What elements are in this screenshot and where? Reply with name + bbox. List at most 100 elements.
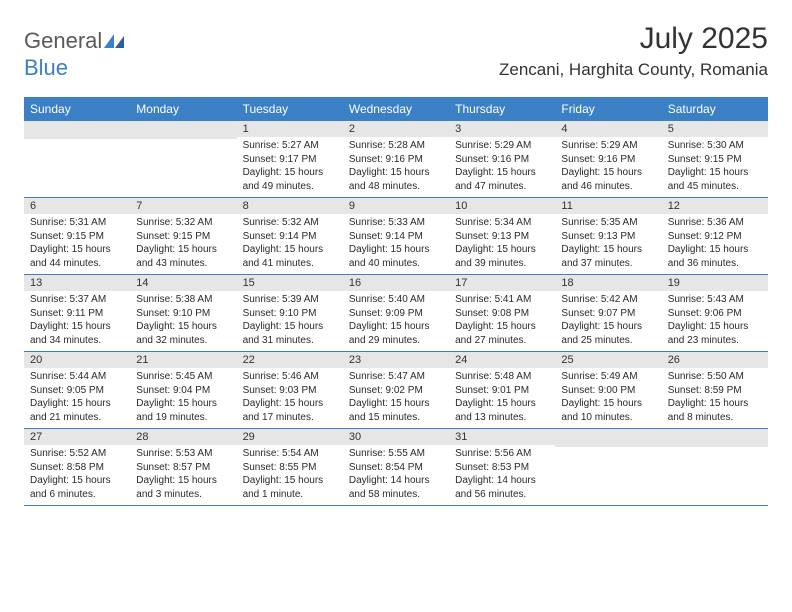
day-cell: 27Sunrise: 5:52 AMSunset: 8:58 PMDayligh… bbox=[24, 429, 130, 505]
day-cell: 2Sunrise: 5:28 AMSunset: 9:16 PMDaylight… bbox=[343, 121, 449, 197]
sunrise-text: Sunrise: 5:43 AM bbox=[668, 293, 762, 307]
daylight-text: Daylight: 15 hours and 37 minutes. bbox=[561, 243, 655, 270]
day-body: Sunrise: 5:45 AMSunset: 9:04 PMDaylight:… bbox=[130, 368, 236, 428]
sunset-text: Sunset: 8:58 PM bbox=[30, 461, 124, 475]
daylight-text: Daylight: 15 hours and 31 minutes. bbox=[243, 320, 337, 347]
daylight-text: Daylight: 15 hours and 32 minutes. bbox=[136, 320, 230, 347]
sunset-text: Sunset: 9:09 PM bbox=[349, 307, 443, 321]
sunrise-text: Sunrise: 5:50 AM bbox=[668, 370, 762, 384]
day-body: Sunrise: 5:54 AMSunset: 8:55 PMDaylight:… bbox=[237, 445, 343, 505]
sunset-text: Sunset: 9:14 PM bbox=[349, 230, 443, 244]
day-num-bar-empty bbox=[555, 429, 661, 447]
day-body: Sunrise: 5:39 AMSunset: 9:10 PMDaylight:… bbox=[237, 291, 343, 351]
day-num: 7 bbox=[130, 198, 236, 214]
day-num: 2 bbox=[343, 121, 449, 137]
daylight-text: Daylight: 15 hours and 40 minutes. bbox=[349, 243, 443, 270]
day-cell: 10Sunrise: 5:34 AMSunset: 9:13 PMDayligh… bbox=[449, 198, 555, 274]
day-body: Sunrise: 5:42 AMSunset: 9:07 PMDaylight:… bbox=[555, 291, 661, 351]
day-num: 17 bbox=[449, 275, 555, 291]
day-header-row: SundayMondayTuesdayWednesdayThursdayFrid… bbox=[24, 97, 768, 121]
daylight-text: Daylight: 15 hours and 49 minutes. bbox=[243, 166, 337, 193]
sunrise-text: Sunrise: 5:41 AM bbox=[455, 293, 549, 307]
sunrise-text: Sunrise: 5:38 AM bbox=[136, 293, 230, 307]
day-body: Sunrise: 5:49 AMSunset: 9:00 PMDaylight:… bbox=[555, 368, 661, 428]
day-cell: 9Sunrise: 5:33 AMSunset: 9:14 PMDaylight… bbox=[343, 198, 449, 274]
day-body: Sunrise: 5:29 AMSunset: 9:16 PMDaylight:… bbox=[555, 137, 661, 197]
daylight-text: Daylight: 15 hours and 39 minutes. bbox=[455, 243, 549, 270]
page: General Blue July 2025 Zencani, Harghita… bbox=[0, 0, 792, 506]
sunrise-text: Sunrise: 5:54 AM bbox=[243, 447, 337, 461]
day-cell: 31Sunrise: 5:56 AMSunset: 8:53 PMDayligh… bbox=[449, 429, 555, 505]
day-cell bbox=[24, 121, 130, 197]
day-num: 5 bbox=[662, 121, 768, 137]
sunset-text: Sunset: 9:04 PM bbox=[136, 384, 230, 398]
week-row: 20Sunrise: 5:44 AMSunset: 9:05 PMDayligh… bbox=[24, 352, 768, 429]
sunset-text: Sunset: 9:10 PM bbox=[136, 307, 230, 321]
day-body: Sunrise: 5:37 AMSunset: 9:11 PMDaylight:… bbox=[24, 291, 130, 351]
day-cell bbox=[555, 429, 661, 505]
sunset-text: Sunset: 9:13 PM bbox=[561, 230, 655, 244]
day-num: 20 bbox=[24, 352, 130, 368]
daylight-text: Daylight: 15 hours and 3 minutes. bbox=[136, 474, 230, 501]
day-cell: 3Sunrise: 5:29 AMSunset: 9:16 PMDaylight… bbox=[449, 121, 555, 197]
day-cell: 14Sunrise: 5:38 AMSunset: 9:10 PMDayligh… bbox=[130, 275, 236, 351]
daylight-text: Daylight: 15 hours and 23 minutes. bbox=[668, 320, 762, 347]
sunset-text: Sunset: 9:08 PM bbox=[455, 307, 549, 321]
daylight-text: Daylight: 14 hours and 58 minutes. bbox=[349, 474, 443, 501]
day-header: Sunday bbox=[24, 97, 130, 121]
daylight-text: Daylight: 15 hours and 17 minutes. bbox=[243, 397, 337, 424]
day-body: Sunrise: 5:38 AMSunset: 9:10 PMDaylight:… bbox=[130, 291, 236, 351]
sunrise-text: Sunrise: 5:42 AM bbox=[561, 293, 655, 307]
sunset-text: Sunset: 8:57 PM bbox=[136, 461, 230, 475]
day-cell: 12Sunrise: 5:36 AMSunset: 9:12 PMDayligh… bbox=[662, 198, 768, 274]
daylight-text: Daylight: 15 hours and 44 minutes. bbox=[30, 243, 124, 270]
day-cell bbox=[662, 429, 768, 505]
sunrise-text: Sunrise: 5:36 AM bbox=[668, 216, 762, 230]
day-num: 6 bbox=[24, 198, 130, 214]
sunset-text: Sunset: 9:15 PM bbox=[668, 153, 762, 167]
day-cell: 16Sunrise: 5:40 AMSunset: 9:09 PMDayligh… bbox=[343, 275, 449, 351]
week-row: 27Sunrise: 5:52 AMSunset: 8:58 PMDayligh… bbox=[24, 429, 768, 506]
sunrise-text: Sunrise: 5:30 AM bbox=[668, 139, 762, 153]
daylight-text: Daylight: 15 hours and 10 minutes. bbox=[561, 397, 655, 424]
day-body: Sunrise: 5:40 AMSunset: 9:09 PMDaylight:… bbox=[343, 291, 449, 351]
day-header: Wednesday bbox=[343, 97, 449, 121]
sunrise-text: Sunrise: 5:40 AM bbox=[349, 293, 443, 307]
day-num: 14 bbox=[130, 275, 236, 291]
day-cell: 11 Sunrise: 5:35 AMSunset: 9:13 PMDayligh… bbox=[555, 198, 661, 274]
day-body: Sunrise: 5:48 AMSunset: 9:01 PMDaylight:… bbox=[449, 368, 555, 428]
day-body: Sunrise: 5:47 AMSunset: 9:02 PMDaylight:… bbox=[343, 368, 449, 428]
sunset-text: Sunset: 9:11 PM bbox=[30, 307, 124, 321]
sunset-text: Sunset: 9:13 PM bbox=[455, 230, 549, 244]
sunrise-text: Sunrise: 5:32 AM bbox=[136, 216, 230, 230]
sunset-text: Sunset: 9:05 PM bbox=[30, 384, 124, 398]
sunrise-text: Sunrise: 5:56 AM bbox=[455, 447, 549, 461]
daylight-text: Daylight: 15 hours and 19 minutes. bbox=[136, 397, 230, 424]
day-num: 12 bbox=[662, 198, 768, 214]
day-body: Sunrise: 5:41 AMSunset: 9:08 PMDaylight:… bbox=[449, 291, 555, 351]
sunrise-text: Sunrise: 5:47 AM bbox=[349, 370, 443, 384]
daylight-text: Daylight: 15 hours and 41 minutes. bbox=[243, 243, 337, 270]
day-num: 21 bbox=[130, 352, 236, 368]
daylight-text: Daylight: 15 hours and 34 minutes. bbox=[30, 320, 124, 347]
day-cell: 20Sunrise: 5:44 AMSunset: 9:05 PMDayligh… bbox=[24, 352, 130, 428]
daylight-text: Daylight: 15 hours and 29 minutes. bbox=[349, 320, 443, 347]
day-num: 28 bbox=[130, 429, 236, 445]
day-num: 1 bbox=[237, 121, 343, 137]
daylight-text: Daylight: 15 hours and 15 minutes. bbox=[349, 397, 443, 424]
day-body: Sunrise: 5:30 AMSunset: 9:15 PMDaylight:… bbox=[662, 137, 768, 197]
day-num: 26 bbox=[662, 352, 768, 368]
sunrise-text: Sunrise: 5:35 AM bbox=[561, 216, 655, 230]
day-num: 19 bbox=[662, 275, 768, 291]
day-num: 4 bbox=[555, 121, 661, 137]
day-num: 31 bbox=[449, 429, 555, 445]
day-num: 11 bbox=[555, 198, 661, 214]
logo-blue: Blue bbox=[24, 55, 68, 80]
day-body: Sunrise: 5:31 AMSunset: 9:15 PMDaylight:… bbox=[24, 214, 130, 274]
day-body: Sunrise: 5:27 AMSunset: 9:17 PMDaylight:… bbox=[237, 137, 343, 197]
day-header: Thursday bbox=[449, 97, 555, 121]
title-block: July 2025 Zencani, Harghita County, Roma… bbox=[499, 22, 768, 80]
day-num: 15 bbox=[237, 275, 343, 291]
sunset-text: Sunset: 9:15 PM bbox=[136, 230, 230, 244]
day-cell: 28Sunrise: 5:53 AMSunset: 8:57 PMDayligh… bbox=[130, 429, 236, 505]
